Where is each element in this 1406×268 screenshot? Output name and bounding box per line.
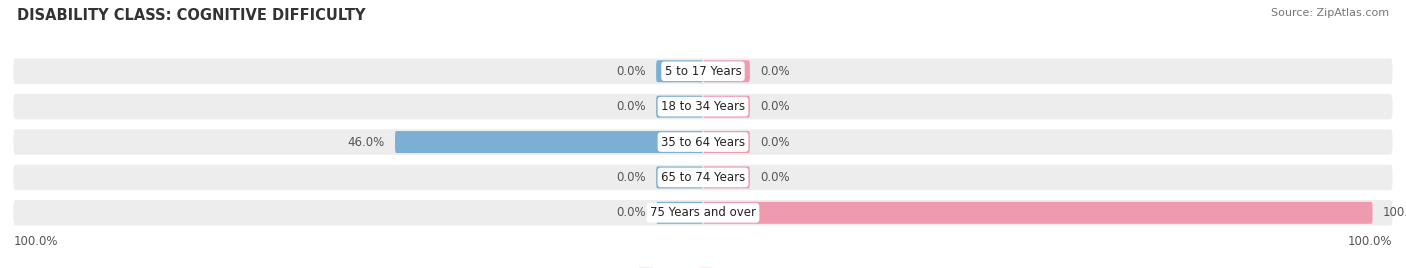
FancyBboxPatch shape: [703, 96, 749, 118]
Text: 100.0%: 100.0%: [1382, 206, 1406, 219]
Text: 100.0%: 100.0%: [14, 235, 58, 248]
Text: 0.0%: 0.0%: [759, 100, 790, 113]
FancyBboxPatch shape: [14, 58, 1392, 84]
FancyBboxPatch shape: [395, 131, 703, 153]
Text: 5 to 17 Years: 5 to 17 Years: [665, 65, 741, 78]
FancyBboxPatch shape: [14, 200, 1392, 226]
Text: 0.0%: 0.0%: [759, 136, 790, 148]
FancyBboxPatch shape: [703, 60, 749, 82]
FancyBboxPatch shape: [657, 166, 703, 188]
Text: 0.0%: 0.0%: [759, 65, 790, 78]
FancyBboxPatch shape: [14, 94, 1392, 119]
Text: 100.0%: 100.0%: [1348, 235, 1392, 248]
Text: 0.0%: 0.0%: [616, 65, 647, 78]
Text: 65 to 74 Years: 65 to 74 Years: [661, 171, 745, 184]
Text: 0.0%: 0.0%: [616, 206, 647, 219]
Text: DISABILITY CLASS: COGNITIVE DIFFICULTY: DISABILITY CLASS: COGNITIVE DIFFICULTY: [17, 8, 366, 23]
Text: 0.0%: 0.0%: [759, 171, 790, 184]
Text: 0.0%: 0.0%: [616, 171, 647, 184]
FancyBboxPatch shape: [657, 202, 703, 224]
Legend: Male, Female: Male, Female: [634, 263, 772, 268]
FancyBboxPatch shape: [14, 165, 1392, 190]
FancyBboxPatch shape: [703, 202, 1372, 224]
FancyBboxPatch shape: [14, 129, 1392, 155]
FancyBboxPatch shape: [703, 131, 749, 153]
FancyBboxPatch shape: [703, 166, 749, 188]
Text: 46.0%: 46.0%: [347, 136, 385, 148]
FancyBboxPatch shape: [657, 96, 703, 118]
FancyBboxPatch shape: [657, 60, 703, 82]
Text: 0.0%: 0.0%: [616, 100, 647, 113]
Text: 18 to 34 Years: 18 to 34 Years: [661, 100, 745, 113]
Text: Source: ZipAtlas.com: Source: ZipAtlas.com: [1271, 8, 1389, 18]
Text: 75 Years and over: 75 Years and over: [650, 206, 756, 219]
Text: 35 to 64 Years: 35 to 64 Years: [661, 136, 745, 148]
